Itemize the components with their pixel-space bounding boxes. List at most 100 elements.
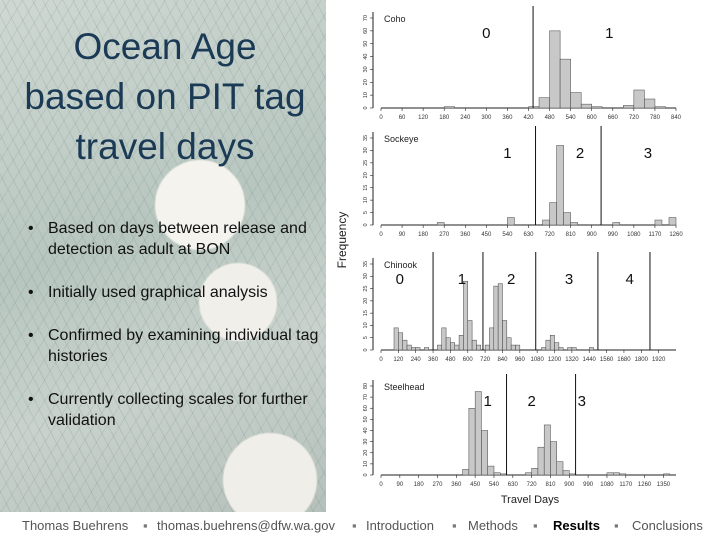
steelhead-bar (663, 473, 670, 476)
bullet-dot-icon: • (28, 284, 34, 301)
coho-x-tick-label: 360 (502, 115, 513, 121)
sockeye-x-tick-label: 360 (460, 232, 471, 238)
steelhead-x-tick-label: 1170 (619, 482, 633, 488)
chinook-bar (558, 347, 564, 351)
coho-y-tick-label: 30 (363, 66, 369, 72)
steelhead-bar (531, 468, 539, 476)
coho-x-tick-label: 480 (545, 115, 556, 121)
steelhead-x-tick-label: 180 (414, 482, 425, 488)
sockeye-x-tick-label: 0 (379, 232, 383, 238)
sockeye-bar (654, 219, 663, 226)
chinook-bar (567, 347, 573, 351)
chinook-age-label: 3 (565, 271, 573, 288)
coho-bar (623, 105, 635, 109)
nav-link-results[interactable]: Results (553, 518, 600, 533)
steelhead-bar (606, 472, 614, 476)
coho-x-tick-label: 600 (587, 115, 598, 121)
steelhead-x-tick-label: 720 (527, 482, 538, 488)
coho-y-tick-label: 50 (363, 41, 369, 47)
steelhead-y-tick-label: 80 (363, 383, 369, 389)
coho-bar (538, 97, 550, 109)
chinook-x-tick-label: 1680 (617, 357, 631, 363)
steelhead-bar (619, 473, 627, 476)
histogram-panel: Coho 0 10 20 30 40 50 60 70 0 60 120 180 240 300 360 420… (326, 0, 720, 512)
chinook-y-tick-label: 15 (363, 310, 369, 316)
coho-bar (654, 106, 666, 109)
coho-x-tick-label: 780 (650, 115, 661, 121)
chinook-x-tick-label: 1440 (583, 357, 597, 363)
chinook-x-tick-label: 240 (411, 357, 422, 363)
steelhead-age-label: 1 (484, 393, 492, 410)
steelhead-bar (500, 473, 507, 476)
chinook-x-tick-label: 1320 (565, 357, 579, 363)
footer-separator: ▪ (452, 518, 457, 533)
steelhead-y-tick-label: 50 (363, 416, 369, 422)
chinook-bar (437, 344, 442, 351)
coho-bar (443, 106, 456, 109)
coho-bar (633, 89, 645, 109)
chinook-bar (445, 337, 451, 351)
chinook-x-tick-label: 360 (428, 357, 439, 363)
chinook-y-tick-label: 30 (363, 273, 369, 279)
steelhead-x-tick-label: 810 (545, 482, 556, 488)
slide-title: Ocean Age based on PIT tag travel days (24, 26, 306, 167)
chinook-bar (515, 344, 521, 351)
steelhead-x-tick-label: 1260 (638, 482, 652, 488)
chinook-panel-label: Chinook (384, 260, 418, 270)
steelhead-bar (562, 470, 570, 476)
chinook-x-tick-label: 720 (480, 357, 491, 363)
chinook-bar (424, 347, 429, 351)
chinook-bar (489, 327, 495, 351)
chinook-bar (493, 285, 499, 351)
chinook-bar (497, 283, 503, 351)
sockeye-bar (549, 202, 557, 226)
chinook-y-tick-label: 25 (363, 286, 369, 292)
steelhead-x-tick-label: 360 (451, 482, 462, 488)
nav-link-introduction[interactable]: Introduction (366, 518, 434, 533)
nav-link-methods[interactable]: Methods (468, 518, 518, 533)
coho-x-tick-label: 240 (460, 115, 471, 121)
sockeye-bar (612, 222, 621, 226)
sockeye-age-label: 1 (503, 145, 511, 162)
sockeye-bar (563, 212, 571, 226)
chinook-y-tick-label: 20 (363, 298, 369, 304)
chinook-bar (393, 327, 399, 351)
chinook-age-label: 1 (458, 271, 466, 288)
coho-x-tick-label: 720 (629, 115, 640, 121)
bullet-item: • Based on days between release and detec… (24, 218, 324, 260)
chinook-bar (571, 347, 577, 351)
coho-y-tick-label: 60 (363, 28, 369, 34)
footer-separator: ▪ (533, 518, 538, 533)
footer-separator: ▪ (614, 518, 619, 533)
chinook-bar (450, 342, 456, 351)
nav-link-conclusions[interactable]: Conclusions (632, 518, 703, 533)
coho-x-tick-label: 60 (399, 115, 406, 121)
steelhead-bar (487, 465, 495, 476)
steelhead-bar (474, 391, 482, 476)
bullet-text: Initially used graphical analysis (48, 284, 268, 301)
sockeye-bar (436, 222, 445, 226)
steelhead-bar (543, 424, 551, 476)
chinook-x-tick-label: 840 (497, 357, 508, 363)
chinook-y-tick-label: 10 (363, 322, 369, 328)
chinook-bar (484, 344, 490, 351)
coho-age-label: 1 (605, 25, 613, 42)
chinook-x-tick-label: 0 (379, 357, 383, 363)
chinook-x-tick-label: 1560 (600, 357, 614, 363)
steelhead-bar (481, 430, 488, 476)
chinook-x-tick-label: 960 (515, 357, 526, 363)
chinook-age-label: 4 (626, 271, 634, 288)
chinook-x-tick-label: 120 (393, 357, 404, 363)
bullet-dot-icon: • (28, 327, 34, 344)
steelhead-x-tick-label: 630 (508, 482, 519, 488)
steelhead-x-tick-label: 450 (470, 482, 481, 488)
chinook-x-tick-label: 600 (463, 357, 474, 363)
chinook-bar (476, 344, 482, 351)
coho-bar (644, 98, 656, 109)
footer-bar: Thomas Buehrens ▪ thomas.buehrens@dfw.wa… (0, 512, 720, 540)
chinook-bar (471, 339, 477, 351)
bullet-text: Currently collecting scales for further … (48, 391, 308, 429)
footer-separator: ▪ (143, 518, 148, 533)
coho-y-tick-label: 40 (363, 54, 369, 60)
sockeye-bar (542, 219, 550, 226)
